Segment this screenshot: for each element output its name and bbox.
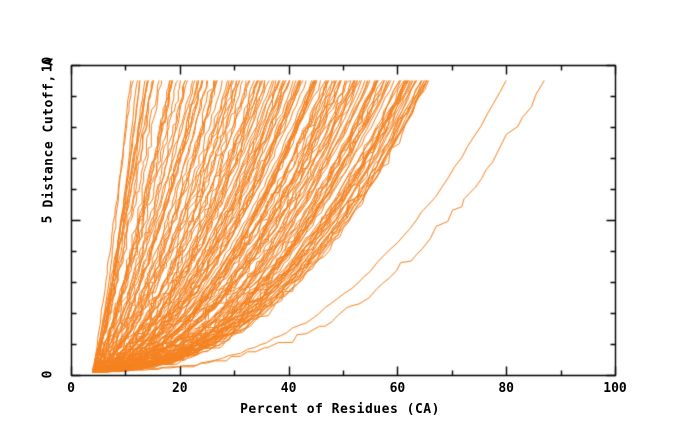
y-tick-label: 0 [40,370,56,379]
x-axis-label: Percent of Residues (CA) [240,402,440,417]
x-tick-label: 80 [498,381,515,396]
x-tick-label: 40 [280,381,297,396]
y-tick-label: 5 [40,215,56,224]
x-tick-label: 100 [603,381,627,396]
x-tick-label: 20 [171,381,188,396]
x-tick-label: 0 [67,381,75,396]
y-tick-label: 10 [40,56,56,73]
x-tick-label: 60 [389,381,406,396]
